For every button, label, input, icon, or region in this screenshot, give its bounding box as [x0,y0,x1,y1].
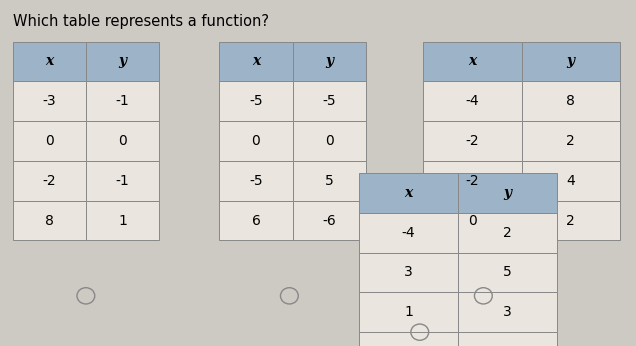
Text: -6: -6 [322,213,336,228]
Bar [293,42,366,81]
Bar [359,173,458,213]
Text: 0: 0 [45,134,53,148]
Bar [86,81,159,121]
Text: 0: 0 [252,134,260,148]
Text: 2: 2 [503,226,511,240]
Bar [458,253,556,292]
Text: 0: 0 [325,134,333,148]
Text: -1: -1 [116,94,129,108]
Bar [293,161,366,201]
Text: 1: 1 [118,213,127,228]
Text: 8: 8 [567,94,575,108]
Bar [522,42,620,81]
Bar [219,161,293,201]
Text: 2: 2 [567,213,575,228]
Bar [13,81,86,121]
Bar [522,121,620,161]
Text: -1: -1 [116,174,129,188]
Text: x: x [45,54,53,69]
Text: -3: -3 [43,94,56,108]
Text: 8: 8 [45,213,53,228]
Text: -2: -2 [43,174,56,188]
Bar [423,161,522,201]
Text: 2: 2 [567,134,575,148]
Text: 0: 0 [118,134,127,148]
Text: 6: 6 [252,213,260,228]
Text: y: y [567,54,575,69]
Text: 1: 1 [404,305,413,319]
Bar [423,121,522,161]
Text: 5: 5 [503,265,511,280]
Bar [13,201,86,240]
Text: x: x [252,54,260,69]
Text: 4: 4 [567,174,575,188]
Bar [86,201,159,240]
Text: 5: 5 [325,174,333,188]
Bar [359,253,458,292]
Text: -2: -2 [466,174,479,188]
Bar [359,292,458,332]
Bar [423,81,522,121]
Bar [423,201,522,240]
Text: y: y [503,186,511,200]
Text: 3: 3 [404,265,413,280]
Bar [359,332,458,346]
Text: x: x [404,186,413,200]
Text: x: x [468,54,476,69]
Text: 0: 0 [503,345,511,346]
Bar [423,42,522,81]
Bar [13,121,86,161]
Bar [458,332,556,346]
Bar [13,42,86,81]
Text: 0: 0 [468,213,476,228]
Bar [293,81,366,121]
Bar [219,42,293,81]
Bar [458,292,556,332]
Bar [522,81,620,121]
Bar [458,213,556,253]
Bar [219,81,293,121]
Text: -4: -4 [402,226,415,240]
Text: y: y [325,54,333,69]
Bar [219,121,293,161]
Text: -2: -2 [466,134,479,148]
Bar [522,161,620,201]
Text: 3: 3 [503,305,511,319]
Bar [86,161,159,201]
Bar [293,121,366,161]
Text: -5: -5 [322,94,336,108]
Text: Which table represents a function?: Which table represents a function? [13,14,269,29]
Bar [86,121,159,161]
Text: -4: -4 [402,345,415,346]
Bar [458,173,556,213]
Bar [293,201,366,240]
Text: -5: -5 [249,94,263,108]
Text: y: y [118,54,127,69]
Bar [522,201,620,240]
Bar [219,201,293,240]
Text: -5: -5 [249,174,263,188]
Bar [86,42,159,81]
Text: -4: -4 [466,94,479,108]
Bar [359,213,458,253]
Bar [13,161,86,201]
